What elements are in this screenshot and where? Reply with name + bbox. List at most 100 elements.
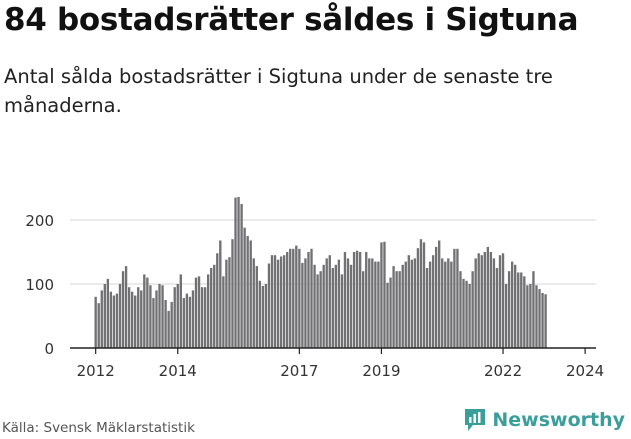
bar bbox=[358, 252, 362, 348]
bar bbox=[152, 298, 155, 348]
bar bbox=[130, 291, 134, 348]
bar bbox=[538, 289, 541, 348]
bar bbox=[109, 291, 113, 348]
bar bbox=[304, 258, 307, 348]
bar bbox=[182, 298, 186, 348]
bar bbox=[170, 301, 173, 348]
bar bbox=[410, 259, 414, 348]
bar bbox=[243, 227, 246, 348]
bar bbox=[368, 258, 371, 348]
bar bbox=[401, 264, 404, 348]
bar bbox=[450, 261, 453, 348]
bar bbox=[310, 248, 313, 348]
bar bbox=[246, 236, 249, 348]
bar bbox=[106, 278, 110, 348]
bar bbox=[431, 255, 435, 348]
bar bbox=[459, 271, 462, 348]
bar bbox=[447, 258, 450, 348]
bar bbox=[434, 246, 438, 348]
chart-subtitle: Antal sålda bostadsrätter i Sigtuna unde… bbox=[4, 65, 553, 117]
bar bbox=[517, 272, 520, 348]
bar bbox=[313, 264, 316, 348]
bar bbox=[413, 258, 417, 348]
bar-chart: 2012 2014 2017 2019 2022 2024 0 100 200 84 bbox=[25, 160, 604, 380]
bar bbox=[276, 259, 280, 348]
bar bbox=[389, 277, 392, 348]
bar bbox=[337, 259, 341, 348]
bar bbox=[161, 285, 164, 348]
bar bbox=[103, 284, 106, 348]
bar bbox=[331, 268, 334, 348]
bar bbox=[438, 240, 441, 348]
bar bbox=[492, 258, 496, 348]
bar bbox=[495, 268, 499, 348]
bar bbox=[501, 253, 505, 348]
bar bbox=[328, 255, 331, 348]
bar bbox=[158, 284, 161, 348]
bar bbox=[164, 300, 167, 348]
bar bbox=[526, 285, 529, 348]
x-tick-label: 2012 bbox=[77, 362, 115, 380]
bar bbox=[146, 277, 149, 348]
y-tick-label: 0 bbox=[44, 340, 54, 358]
bar bbox=[282, 255, 286, 348]
bar bbox=[137, 287, 140, 348]
bar bbox=[544, 294, 547, 348]
bar bbox=[486, 246, 490, 348]
bar bbox=[535, 285, 538, 348]
bar bbox=[140, 290, 143, 348]
bar bbox=[523, 276, 526, 348]
bar bbox=[307, 252, 310, 348]
bar bbox=[346, 258, 350, 348]
bar bbox=[216, 253, 219, 348]
bar bbox=[362, 271, 365, 348]
bar bbox=[213, 264, 216, 348]
bar bbox=[231, 239, 234, 348]
bar bbox=[252, 258, 255, 348]
bar bbox=[301, 262, 304, 348]
bar bbox=[234, 197, 237, 348]
bar bbox=[255, 266, 258, 348]
x-tick-label: 2024 bbox=[566, 362, 604, 380]
bar bbox=[176, 284, 179, 348]
bar bbox=[155, 290, 158, 348]
bar bbox=[419, 239, 423, 348]
bar bbox=[340, 274, 344, 348]
bar bbox=[456, 248, 459, 348]
bar bbox=[383, 241, 386, 348]
bar bbox=[191, 290, 195, 348]
annotations: 84 bbox=[576, 160, 596, 164]
x-tick-label: 2017 bbox=[280, 362, 318, 380]
bar bbox=[264, 284, 268, 348]
bar bbox=[249, 240, 252, 348]
bar bbox=[222, 276, 225, 348]
bar bbox=[471, 271, 474, 348]
bar bbox=[352, 252, 356, 348]
bar bbox=[444, 261, 447, 348]
bar bbox=[261, 285, 265, 348]
bar bbox=[219, 240, 222, 348]
source-note: Källa: Svensk Mäklarstatistik bbox=[2, 420, 195, 436]
bar bbox=[273, 255, 277, 348]
bar bbox=[520, 272, 523, 348]
y-axis-labels: 0 100 200 bbox=[25, 212, 54, 358]
newsworthy-logo: Newsworthy bbox=[464, 408, 625, 432]
bar bbox=[386, 282, 389, 348]
bar bbox=[343, 252, 347, 348]
bar bbox=[498, 255, 502, 348]
bar bbox=[115, 293, 119, 348]
bar bbox=[112, 295, 116, 348]
bar bbox=[225, 259, 228, 348]
bar bbox=[489, 252, 493, 348]
bar bbox=[270, 255, 274, 348]
chart-title: 84 bostadsrätter såldes i Sigtuna bbox=[4, 2, 579, 38]
bar bbox=[206, 274, 210, 348]
newsworthy-chart-icon bbox=[465, 409, 486, 431]
x-tick-label: 2019 bbox=[362, 362, 400, 380]
bar bbox=[194, 277, 198, 348]
bar bbox=[237, 196, 240, 348]
bar bbox=[514, 264, 517, 348]
bar bbox=[441, 258, 444, 348]
bar bbox=[267, 263, 271, 348]
bar bbox=[289, 248, 292, 348]
